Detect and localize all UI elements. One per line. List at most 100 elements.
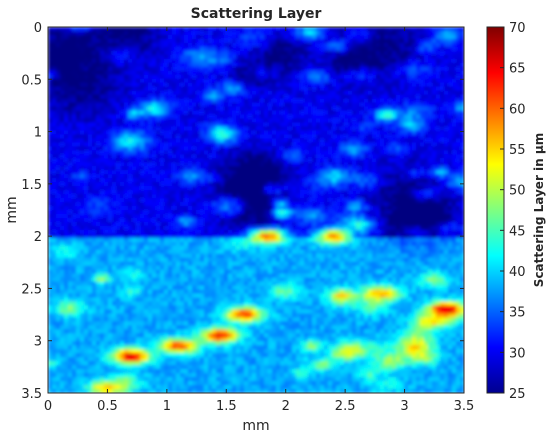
heatmap-cell [216, 38, 221, 44]
heatmap-cell [152, 74, 157, 80]
heatmap-cell [356, 194, 361, 199]
heatmap-cell [192, 102, 197, 108]
heatmap-cell [352, 102, 357, 108]
heatmap-cell [184, 126, 189, 132]
heatmap-cell [268, 62, 273, 68]
heatmap-cell [448, 142, 453, 147]
heatmap-cell [408, 30, 413, 36]
heatmap-cell [288, 134, 293, 139]
heatmap-cell [184, 38, 189, 44]
heatmap-cell [288, 50, 293, 56]
heatmap-cell [184, 122, 189, 128]
heatmap-cell [184, 142, 189, 147]
heatmap-cell [152, 114, 157, 120]
heatmap-cell [448, 94, 453, 100]
heatmap-cell [152, 54, 157, 60]
heatmap-cell [60, 217, 65, 223]
heatmap-cell [440, 34, 445, 40]
heatmap-cell [348, 130, 353, 136]
heatmap-cell [288, 202, 293, 207]
heatmap-cell [356, 98, 361, 104]
heatmap-cell [340, 90, 345, 96]
heatmap-cell [192, 27, 197, 32]
heatmap-cell [332, 38, 337, 44]
heatmap-cell [436, 186, 441, 191]
heatmap-cell [288, 118, 293, 124]
heatmap-cell [452, 30, 457, 36]
heatmap-cell [160, 102, 165, 108]
heatmap-cell [228, 190, 233, 195]
heatmap-cell [336, 118, 341, 124]
heatmap-cell [124, 102, 129, 108]
heatmap-cell [184, 114, 189, 120]
heatmap-cell [408, 130, 413, 136]
heatmap-cell [80, 38, 85, 44]
heatmap-cell [420, 122, 425, 128]
heatmap-cell [300, 34, 305, 40]
heatmap-cell [308, 86, 313, 92]
heatmap-cell [348, 170, 353, 175]
heatmap-cell [448, 106, 453, 112]
heatmap-cell [104, 74, 109, 80]
heatmap-cell [316, 206, 321, 211]
heatmap-cell [292, 114, 297, 120]
heatmap-cell [124, 154, 129, 159]
heatmap-cell [128, 46, 133, 52]
heatmap-cell [124, 182, 129, 187]
heatmap-cell [136, 86, 141, 92]
heatmap-cell [392, 202, 397, 207]
heatmap-cell [168, 134, 173, 139]
heatmap-cell [340, 198, 345, 203]
heatmap-cell [452, 202, 457, 207]
heatmap-cell [148, 194, 153, 199]
heatmap-cell [352, 78, 357, 84]
heatmap-cell [160, 182, 165, 187]
heatmap-cell [68, 70, 73, 76]
heatmap-cell [108, 186, 113, 191]
heatmap-cell [356, 78, 361, 84]
heatmap-cell [172, 142, 177, 147]
heatmap-cell [444, 58, 449, 64]
heatmap-cell [96, 174, 101, 179]
heatmap-cell [196, 194, 201, 199]
heatmap-cell [328, 134, 333, 139]
heatmap-cell [312, 202, 317, 207]
heatmap-cell [456, 182, 461, 187]
heatmap-cell [264, 86, 269, 92]
heatmap-cell [88, 206, 93, 211]
heatmap-cell [452, 186, 457, 191]
heatmap-cell [188, 82, 193, 88]
heatmap-cell [400, 66, 405, 72]
heatmap-cell [396, 138, 401, 143]
heatmap-cell [404, 194, 409, 199]
heatmap-cell [344, 62, 349, 68]
heatmap-cell [432, 42, 437, 48]
heatmap-cell [292, 162, 297, 167]
heatmap-cell [212, 102, 217, 108]
heatmap-cell [412, 198, 417, 203]
heatmap-cell [132, 66, 137, 72]
heatmap-cell [392, 194, 397, 199]
heatmap-cell [152, 27, 157, 32]
heatmap-cell [372, 182, 377, 187]
heatmap-cell [228, 122, 233, 128]
heatmap-cell [80, 94, 85, 100]
heatmap-cell [388, 178, 393, 183]
heatmap-cell [452, 134, 457, 139]
heatmap-cell [232, 142, 237, 147]
heatmap-cell [120, 138, 125, 143]
heatmap-cell [140, 166, 145, 171]
heatmap-cell [380, 154, 385, 159]
heatmap-cell [356, 146, 361, 151]
heatmap-cell [444, 202, 449, 207]
heatmap-cell [112, 74, 117, 80]
heatmap-cell [76, 94, 81, 100]
heatmap-cell [360, 210, 365, 215]
heatmap-cell [388, 122, 393, 128]
heatmap-cell [424, 58, 429, 64]
heatmap-cell [364, 50, 369, 56]
heatmap-cell [312, 74, 317, 80]
heatmap-cell [164, 206, 169, 211]
heatmap-cell [392, 198, 397, 203]
heatmap-cell [300, 90, 305, 96]
